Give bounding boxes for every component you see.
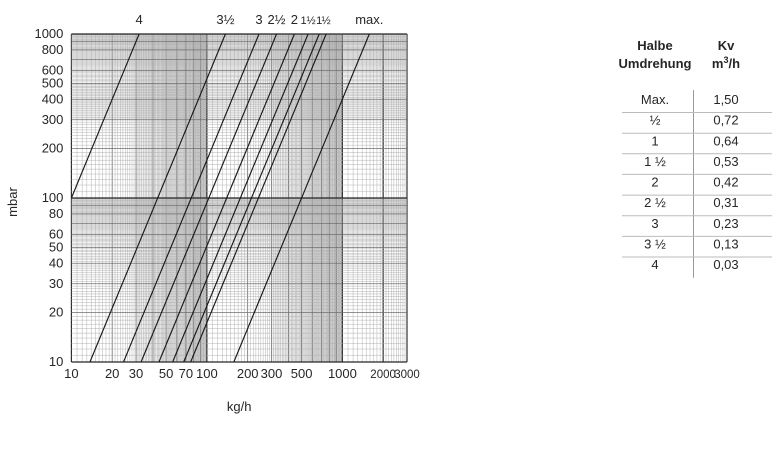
svg-text:200: 200 bbox=[42, 141, 64, 156]
svg-text:3½: 3½ bbox=[216, 12, 234, 27]
svg-text:½: ½ bbox=[650, 113, 661, 128]
svg-text:0,72: 0,72 bbox=[713, 113, 738, 128]
svg-text:0,23: 0,23 bbox=[713, 216, 738, 231]
svg-text:1000: 1000 bbox=[328, 366, 357, 381]
svg-text:½: ½ bbox=[322, 15, 331, 27]
svg-text:kg/h: kg/h bbox=[227, 399, 252, 414]
svg-text:2: 2 bbox=[651, 175, 658, 190]
svg-text:Umdrehung: Umdrehung bbox=[619, 56, 692, 71]
svg-text:Halbe: Halbe bbox=[637, 38, 672, 53]
svg-text:mbar: mbar bbox=[5, 187, 20, 217]
svg-text:50: 50 bbox=[49, 239, 63, 254]
svg-text:300: 300 bbox=[42, 112, 64, 127]
svg-text:50: 50 bbox=[159, 366, 173, 381]
svg-text:0,42: 0,42 bbox=[713, 175, 738, 190]
svg-text:10: 10 bbox=[64, 366, 78, 381]
svg-text:1,50: 1,50 bbox=[713, 92, 738, 107]
svg-text:max.: max. bbox=[355, 12, 383, 27]
svg-text:800: 800 bbox=[42, 42, 64, 57]
svg-text:2000: 2000 bbox=[370, 369, 396, 381]
svg-text:30: 30 bbox=[49, 276, 63, 291]
svg-text:0,03: 0,03 bbox=[713, 257, 738, 272]
svg-text:3000: 3000 bbox=[394, 369, 420, 381]
svg-text:1½: 1½ bbox=[300, 15, 315, 27]
svg-text:80: 80 bbox=[49, 206, 63, 221]
svg-text:Kv: Kv bbox=[718, 38, 735, 53]
svg-text:3 ½: 3 ½ bbox=[644, 237, 666, 252]
svg-text:1 ½: 1 ½ bbox=[644, 154, 666, 169]
svg-text:100: 100 bbox=[196, 366, 218, 381]
svg-text:20: 20 bbox=[105, 366, 119, 381]
svg-text:10: 10 bbox=[49, 354, 63, 369]
svg-text:70: 70 bbox=[179, 366, 193, 381]
svg-text:0,31: 0,31 bbox=[713, 195, 738, 210]
svg-text:1000: 1000 bbox=[34, 26, 63, 41]
svg-text:1: 1 bbox=[651, 133, 658, 148]
svg-text:400: 400 bbox=[42, 91, 64, 106]
svg-text:m3/h: m3/h bbox=[712, 55, 740, 71]
svg-text:0,13: 0,13 bbox=[713, 237, 738, 252]
svg-text:40: 40 bbox=[49, 255, 63, 270]
svg-text:300: 300 bbox=[261, 366, 283, 381]
svg-text:0,53: 0,53 bbox=[713, 154, 738, 169]
svg-text:500: 500 bbox=[291, 366, 313, 381]
svg-text:Max.: Max. bbox=[641, 92, 669, 107]
svg-text:3: 3 bbox=[255, 12, 262, 27]
svg-text:0,64: 0,64 bbox=[713, 133, 738, 148]
svg-text:2 ½: 2 ½ bbox=[644, 195, 666, 210]
svg-text:4: 4 bbox=[651, 257, 658, 272]
svg-text:30: 30 bbox=[129, 366, 143, 381]
svg-text:2½: 2½ bbox=[267, 12, 285, 27]
svg-text:4: 4 bbox=[135, 12, 142, 27]
svg-text:100: 100 bbox=[42, 190, 64, 205]
svg-text:500: 500 bbox=[42, 75, 64, 90]
svg-text:20: 20 bbox=[49, 305, 63, 320]
svg-text:3: 3 bbox=[651, 216, 658, 231]
svg-text:2: 2 bbox=[291, 12, 298, 27]
svg-text:200: 200 bbox=[237, 366, 259, 381]
